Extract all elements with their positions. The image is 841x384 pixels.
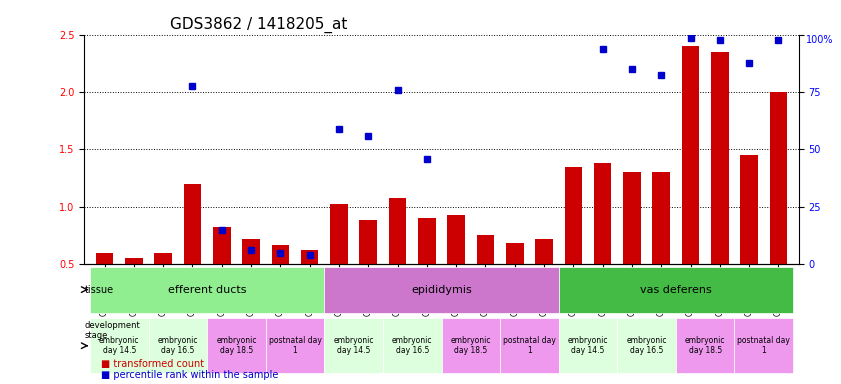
Text: ■ percentile rank within the sample: ■ percentile rank within the sample — [101, 370, 278, 380]
FancyBboxPatch shape — [207, 318, 266, 373]
Bar — [477, 235, 495, 264]
Bar — [447, 215, 465, 264]
Text: embryonic
day 16.5: embryonic day 16.5 — [157, 336, 198, 356]
Text: postnatal day
1: postnatal day 1 — [738, 336, 791, 356]
Text: embryonic
day 18.5: embryonic day 18.5 — [685, 336, 726, 356]
FancyBboxPatch shape — [734, 318, 793, 373]
Bar — [653, 172, 670, 264]
Text: GDS3862 / 1418205_at: GDS3862 / 1418205_at — [170, 17, 347, 33]
FancyBboxPatch shape — [558, 318, 617, 373]
FancyBboxPatch shape — [558, 266, 793, 313]
Text: embryonic
day 16.5: embryonic day 16.5 — [392, 336, 432, 356]
FancyBboxPatch shape — [617, 318, 676, 373]
Bar — [682, 46, 700, 264]
Text: embryonic
day 18.5: embryonic day 18.5 — [451, 336, 491, 356]
Bar — [359, 220, 377, 264]
FancyBboxPatch shape — [325, 318, 383, 373]
FancyBboxPatch shape — [266, 318, 325, 373]
FancyBboxPatch shape — [90, 318, 149, 373]
Bar — [96, 253, 114, 264]
Text: postnatal day
1: postnatal day 1 — [503, 336, 556, 356]
FancyBboxPatch shape — [676, 318, 734, 373]
Bar — [301, 250, 319, 264]
Text: embryonic
day 14.5: embryonic day 14.5 — [333, 336, 374, 356]
Text: embryonic
day 14.5: embryonic day 14.5 — [99, 336, 140, 356]
Text: tissue: tissue — [85, 285, 114, 295]
Bar — [331, 204, 348, 264]
FancyBboxPatch shape — [149, 318, 207, 373]
Text: ■ transformed count: ■ transformed count — [101, 359, 204, 369]
Bar — [535, 239, 553, 264]
Bar — [711, 52, 728, 264]
Text: postnatal day
1: postnatal day 1 — [268, 336, 321, 356]
Text: vas deferens: vas deferens — [640, 285, 711, 295]
FancyBboxPatch shape — [90, 266, 325, 313]
Bar — [213, 227, 230, 264]
Bar — [242, 239, 260, 264]
Bar — [418, 218, 436, 264]
Bar — [506, 243, 524, 264]
Bar — [272, 245, 289, 264]
Text: embryonic
day 18.5: embryonic day 18.5 — [216, 336, 257, 356]
Text: efferent ducts: efferent ducts — [168, 285, 246, 295]
Bar — [594, 163, 611, 264]
Bar — [564, 167, 582, 264]
Bar — [125, 258, 143, 264]
Bar — [623, 172, 641, 264]
Text: embryonic
day 14.5: embryonic day 14.5 — [568, 336, 608, 356]
Text: embryonic
day 16.5: embryonic day 16.5 — [627, 336, 667, 356]
Text: epididymis: epididymis — [411, 285, 472, 295]
Bar — [155, 253, 172, 264]
Text: development
stage: development stage — [85, 321, 140, 340]
Bar — [770, 92, 787, 264]
FancyBboxPatch shape — [442, 318, 500, 373]
FancyBboxPatch shape — [325, 266, 558, 313]
FancyBboxPatch shape — [383, 318, 442, 373]
Bar — [389, 197, 406, 264]
Bar — [740, 155, 758, 264]
Text: 100%: 100% — [806, 35, 833, 45]
FancyBboxPatch shape — [500, 318, 558, 373]
Bar — [183, 184, 201, 264]
